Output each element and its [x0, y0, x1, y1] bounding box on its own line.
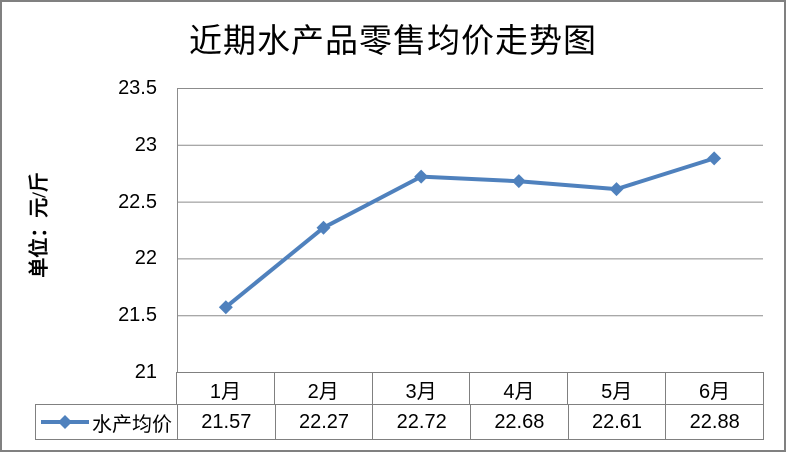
y-tick-label: 23.5 [118, 77, 157, 99]
y-axis-title: 单位：元/斤 [28, 172, 51, 278]
legend-series-name: 水产均价 [92, 413, 172, 436]
table-header-cell: 2月 [273, 373, 372, 405]
table-value-cell: 21.57 [177, 405, 275, 439]
y-tick-label: 23 [134, 133, 157, 156]
data-point-marker [218, 300, 233, 315]
chart-title: 近期水产品零售均价走势图 [189, 24, 597, 60]
data-point-marker [511, 174, 526, 189]
data-table-value-row: 水产均价 21.57 22.27 22.72 22.68 22.61 22.88 [35, 404, 764, 440]
table-value-cell: 22.61 [567, 405, 666, 439]
table-header-cell: 4月 [469, 373, 567, 405]
table-value-cell: 22.68 [470, 405, 568, 439]
table-value-cell: 22.27 [274, 405, 373, 439]
data-point-marker [707, 151, 722, 166]
table-header-cell: 1月 [209, 380, 241, 403]
table-value-cell: 22.88 [665, 405, 763, 439]
table-value-cell: 22.72 [372, 405, 470, 439]
series-line [224, 156, 715, 309]
y-tick-label: 21 [134, 361, 157, 383]
table-header-cell: 6月 [665, 373, 763, 405]
y-tick-label: 22.5 [118, 190, 157, 213]
data-table-header-row: 1月 2月 3月 4月 5月 6月 [176, 372, 764, 405]
data-point-marker [414, 169, 429, 184]
y-tick-label: 22 [134, 247, 157, 270]
table-header-cell: 3月 [371, 373, 470, 405]
y-tick-label: 21.5 [118, 304, 157, 327]
legend-item: 水产均价 [36, 405, 177, 439]
data-point-marker [316, 220, 331, 235]
table-header-cell: 5月 [567, 373, 665, 405]
data-point-marker [609, 182, 624, 197]
plot-area [177, 88, 763, 373]
legend-line-marker-icon [41, 415, 89, 429]
